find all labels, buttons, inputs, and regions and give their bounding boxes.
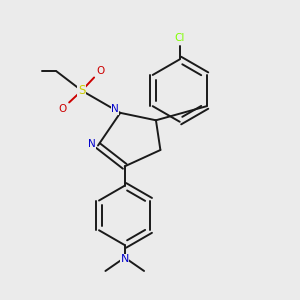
Text: Cl: Cl [175,33,185,43]
Text: N: N [88,139,95,149]
Text: O: O [58,104,66,114]
Text: N: N [121,254,129,264]
Text: S: S [78,84,85,97]
Text: O: O [97,66,105,76]
Text: N: N [111,104,119,114]
